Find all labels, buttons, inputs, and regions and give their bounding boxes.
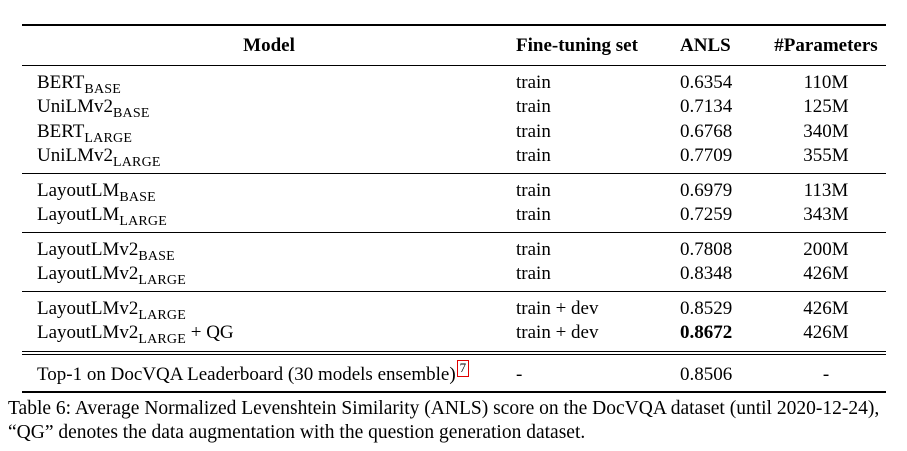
model-name: UniLMv2	[37, 145, 113, 166]
header-parameters: #Parameters	[766, 24, 886, 66]
fine-tuning-cell: train	[516, 96, 551, 117]
table-row: LayoutLMLARGE train 0.7259 343M	[22, 204, 886, 233]
table-caption: Table 6: Average Normalized Levenshtein …	[8, 398, 880, 443]
anls-cell: 0.6768	[680, 120, 733, 142]
anls-cell: 0.8529	[680, 297, 733, 319]
fine-tuning-cell: train	[516, 204, 680, 233]
model-name: Top-1 on DocVQA Leaderboard (30 models e…	[37, 363, 456, 385]
table-row: LayoutLMv2LARGE train + dev 0.8529 426M	[22, 291, 886, 323]
model-size-subscript: LARGE	[138, 273, 186, 288]
model-cell: LayoutLMv2LARGE + QG	[22, 322, 516, 355]
params-cell: 355M	[766, 145, 886, 174]
model-size-subscript: LARGE	[138, 307, 186, 323]
table-row: LayoutLMv2LARGE train 0.8348 426M	[22, 263, 886, 292]
model-cell: UniLMv2BASE	[22, 96, 516, 121]
model-size-subscript: LARGE	[84, 130, 133, 146]
model-name: LayoutLM	[37, 204, 120, 225]
anls-results-table: Model Fine-tuning set ANLS #Parameters B…	[22, 24, 886, 393]
fine-tuning-cell: train	[516, 238, 551, 260]
anls-cell: 0.6354	[680, 71, 733, 93]
params-cell: 340M	[803, 120, 849, 142]
header-fine-tuning-set: Fine-tuning set	[516, 24, 680, 66]
params-cell: 426M	[766, 263, 886, 292]
params-cell: -	[766, 352, 886, 393]
table-row: BERTLARGE train 0.6768 340M	[22, 121, 886, 146]
model-cell: LayoutLMv2LARGE	[22, 263, 516, 292]
model-name: LayoutLM	[37, 179, 120, 201]
model-name: LayoutLMv2	[37, 263, 139, 284]
model-cell: LayoutLMLARGE	[22, 204, 516, 233]
model-cell: LayoutLMv2LARGE	[22, 291, 516, 323]
table-header-row: Model Fine-tuning set ANLS #Parameters	[22, 24, 886, 66]
anls-cell: 0.8348	[680, 263, 766, 292]
table-row: LayoutLMv2LARGE + QG train + dev 0.8672 …	[22, 322, 886, 355]
table-row: UniLMv2BASE train 0.7134 125M	[22, 96, 886, 121]
model-name: BERT	[37, 71, 85, 93]
model-size-subscript: BASE	[113, 106, 150, 121]
fine-tuning-cell: train	[516, 179, 551, 201]
params-cell: 426M	[766, 322, 886, 355]
anls-cell: 0.7134	[680, 96, 733, 117]
model-cell: UniLMv2LARGE	[22, 145, 516, 174]
footnote-link[interactable]: 7	[456, 359, 470, 377]
table-row: BERTBASE train 0.6354 110M	[22, 65, 886, 97]
model-size-subscript: BASE	[119, 189, 156, 205]
fine-tuning-cell: train	[516, 145, 680, 174]
fine-tuning-cell: train	[516, 120, 551, 142]
model-size-subscript: LARGE	[119, 214, 167, 229]
fine-tuning-cell: train	[516, 263, 680, 292]
leaderboard-row: Top-1 on DocVQA Leaderboard (30 models e…	[22, 352, 886, 393]
table-row: LayoutLMv2BASE train 0.7808 200M	[22, 232, 886, 264]
model-size-subscript: BASE	[84, 81, 122, 97]
anls-cell-best: 0.8672	[680, 322, 766, 355]
model-name: BERT	[37, 120, 85, 142]
fine-tuning-cell: train + dev	[516, 297, 599, 319]
model-name: LayoutLMv2	[37, 297, 139, 319]
params-cell: 113M	[803, 179, 849, 201]
params-cell: 110M	[803, 71, 849, 93]
fine-tuning-cell: train	[516, 71, 551, 93]
model-cell: LayoutLMBASE	[22, 173, 516, 205]
table-row: UniLMv2LARGE train 0.7709 355M	[22, 145, 886, 174]
anls-cell: 0.8506	[680, 352, 766, 393]
fine-tuning-cell: train + dev	[516, 322, 680, 355]
anls-cell: 0.7808	[680, 238, 733, 260]
model-cell: BERTBASE	[22, 65, 516, 97]
anls-cell: 0.7259	[680, 204, 766, 233]
results-table-container: Model Fine-tuning set ANLS #Parameters B…	[22, 24, 886, 393]
model-name: UniLMv2	[37, 96, 113, 117]
params-cell: 200M	[803, 238, 849, 260]
header-model: Model	[22, 24, 516, 66]
model-size-subscript: BASE	[138, 248, 175, 264]
model-name: LayoutLMv2	[37, 238, 139, 260]
params-cell: 343M	[766, 204, 886, 233]
model-cell: LayoutLMv2BASE	[22, 232, 516, 264]
model-suffix: + QG	[186, 322, 234, 343]
model-cell: BERTLARGE	[22, 121, 516, 146]
model-cell: Top-1 on DocVQA Leaderboard (30 models e…	[22, 352, 516, 393]
model-name: LayoutLMv2	[37, 322, 139, 343]
fine-tuning-cell: -	[516, 352, 680, 393]
header-anls: ANLS	[680, 24, 766, 66]
anls-cell: 0.7709	[680, 145, 766, 174]
model-size-subscript: LARGE	[138, 332, 186, 347]
table-row: LayoutLMBASE train 0.6979 113M	[22, 173, 886, 205]
params-cell: 426M	[803, 297, 849, 319]
anls-cell: 0.6979	[680, 179, 733, 201]
model-size-subscript: LARGE	[113, 155, 161, 170]
params-cell: 125M	[803, 96, 849, 117]
